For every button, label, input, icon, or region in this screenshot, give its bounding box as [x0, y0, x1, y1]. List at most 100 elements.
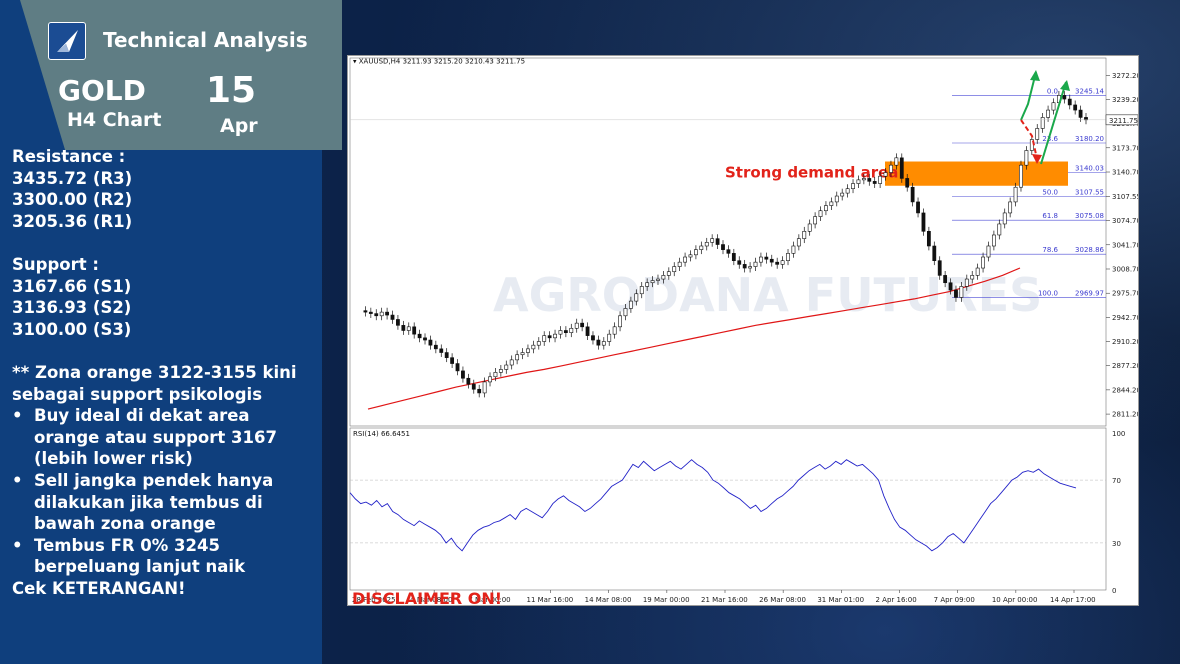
bullet-item: Tembus FR 0% 3245 berpeluang lanjut naik — [12, 535, 318, 578]
price-tick-label: 2975.70 — [1112, 290, 1139, 298]
candle-body — [715, 238, 720, 245]
candle-body — [666, 271, 671, 276]
candle-body — [813, 216, 818, 225]
candle-body — [899, 157, 904, 179]
candle-body — [591, 335, 595, 341]
candle-body — [731, 253, 736, 261]
bull-arrow-1-head — [1030, 70, 1040, 81]
candle-body — [542, 335, 547, 342]
candle-body — [851, 183, 855, 189]
time-tick-label: 21 Mar 16:00 — [701, 596, 748, 604]
candle-body — [677, 261, 682, 267]
header-title: Technical Analysis — [103, 28, 308, 52]
candle-body — [867, 178, 872, 182]
resistance-title: Resistance : — [12, 147, 126, 166]
candle-body — [791, 245, 796, 254]
candle-body — [981, 256, 985, 269]
candle-body — [1008, 201, 1013, 214]
analysis-notes: Resistance : 3435.72 (R3) 3300.00 (R2) 3… — [12, 146, 318, 599]
time-tick-label: 7 Mar 00:00 — [468, 596, 510, 604]
fib-price-label: 3140.03 — [1075, 165, 1104, 173]
candle-body — [921, 212, 926, 232]
time-tick-label: 4 Mar 08:00 — [410, 596, 452, 604]
time-tick-label: 28 Feb 2025 — [352, 596, 396, 604]
candle-body — [618, 315, 622, 328]
candle-body — [498, 369, 503, 373]
price-tick-label: 2942.70 — [1112, 314, 1139, 322]
candle-body — [515, 354, 520, 361]
candle-body — [1062, 95, 1067, 100]
fib-level-label: 50.0 — [1042, 188, 1058, 196]
candle-body — [975, 267, 980, 276]
chart-canvas: AGRODANA FUTURES3272.203239.203206.70317… — [349, 58, 1139, 605]
candle-body — [943, 275, 948, 284]
zone-note: ** Zona orange 3122-3155 kini sebagai su… — [12, 362, 297, 404]
fib-price-label: 3180.20 — [1075, 135, 1104, 143]
candle-body — [596, 339, 601, 346]
price-tick-label: 3074.70 — [1112, 217, 1139, 225]
candle-body — [759, 256, 763, 263]
candle-body — [840, 192, 845, 197]
candle-body — [1035, 128, 1040, 140]
candle-body — [574, 322, 579, 329]
candle-body — [916, 201, 920, 214]
candle-body — [829, 201, 834, 206]
rsi-tick-label: 0 — [1112, 587, 1116, 595]
candle-body — [439, 348, 444, 353]
price-tick-label: 3008.70 — [1112, 265, 1139, 273]
candle-body — [672, 266, 677, 273]
symbol-header: ▾ XAUUSD,H4 3211.93 3215.20 3210.43 3211… — [353, 58, 525, 66]
candle-body — [926, 231, 931, 247]
candle-body — [423, 337, 427, 341]
candle-body — [970, 275, 975, 280]
candle-body — [526, 348, 530, 353]
time-tick-label: 11 Mar 16:00 — [527, 596, 574, 604]
price-tick-label: 2910.20 — [1112, 338, 1139, 346]
candle-body — [607, 333, 612, 342]
candle-body — [634, 293, 639, 302]
candle-body — [390, 314, 395, 320]
candle-body — [558, 330, 563, 335]
candle-body — [818, 210, 823, 217]
candle-body — [601, 341, 606, 346]
fib-price-label: 3245.14 — [1075, 87, 1104, 95]
candle-body — [704, 242, 709, 247]
rsi-tick-label: 100 — [1112, 430, 1125, 438]
price-tick-label: 2811.20 — [1112, 411, 1139, 419]
candle-body — [710, 238, 715, 243]
time-tick-label: 26 Mar 08:00 — [759, 596, 806, 604]
fib-level-label: 0.0 — [1047, 87, 1058, 95]
candle-body — [878, 175, 883, 184]
bull-arrow-2 — [1040, 81, 1067, 165]
fib-price-label: 3028.86 — [1075, 246, 1104, 254]
candle-body — [683, 256, 687, 263]
candle-body — [742, 264, 747, 269]
candle-body — [986, 245, 991, 258]
price-tick-label: 3107.55 — [1112, 193, 1139, 201]
bear-arrow — [1020, 119, 1038, 160]
timeframe-label: H4 Chart — [67, 109, 162, 131]
candle-body — [471, 383, 476, 390]
date-day: 15 — [206, 70, 257, 111]
candle-body — [536, 341, 541, 346]
candle-body — [520, 352, 525, 356]
candle-body — [1067, 98, 1072, 106]
candle-body — [401, 325, 406, 331]
candle-body — [834, 195, 839, 203]
candle-body — [997, 223, 1002, 236]
price-tick-label: 3140.70 — [1112, 169, 1139, 177]
candle-body — [796, 238, 801, 247]
candle-body — [1084, 117, 1088, 121]
candle-body — [932, 245, 937, 261]
candle-body — [563, 330, 568, 333]
bullet-item: Buy ideal di dekat area orange atau supp… — [12, 405, 318, 470]
candle-body — [1051, 102, 1056, 111]
rsi-pane-frame — [349, 427, 1107, 591]
candle-body — [374, 313, 379, 317]
candle-body — [753, 261, 758, 267]
candle-body — [493, 372, 498, 378]
resistance-r2: 3300.00 (R2) — [12, 190, 133, 210]
candle-body — [786, 253, 790, 261]
candle-body — [450, 357, 455, 364]
candle-body — [883, 172, 888, 177]
